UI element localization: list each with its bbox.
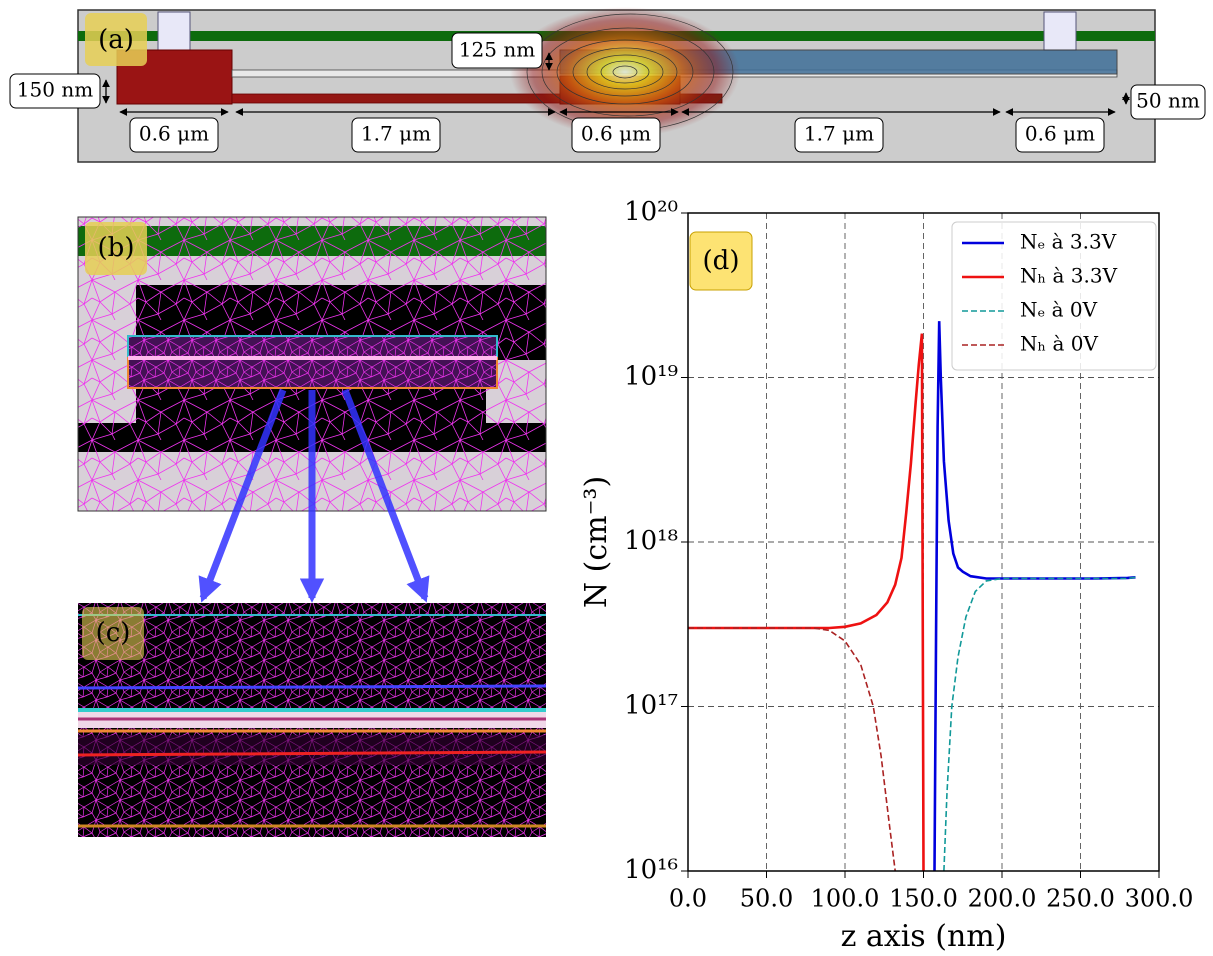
dimension-label: 0.6 μm <box>581 122 651 146</box>
plot-area <box>688 321 1136 871</box>
layer <box>78 708 546 712</box>
panel-c: (c) <box>77 603 547 837</box>
contact <box>1043 11 1077 51</box>
dimension-arrows <box>102 52 1130 116</box>
y-tick-label: 10¹⁶ <box>624 855 678 885</box>
x-axis-label: z axis (nm) <box>841 919 1007 954</box>
dimension-label: 1.7 μm <box>804 122 874 146</box>
label-boxes <box>9 32 1206 153</box>
x-tick-label: 200.0 <box>968 885 1037 913</box>
mesh <box>128 336 497 388</box>
contours <box>526 13 734 131</box>
panel-a: (a) 125 nm 150 nm 50 nm 0.6 μm 1.7 μm 0.… <box>9 7 1206 163</box>
panel-tag-box <box>85 222 147 275</box>
zoom-arrows <box>198 388 430 603</box>
dimension-label: 0.6 μm <box>1025 122 1095 146</box>
mode-field <box>510 7 740 137</box>
x-tick-label: 100.0 <box>811 885 880 913</box>
region <box>78 735 546 765</box>
series-line <box>688 333 925 871</box>
dimension-label: 150 nm <box>17 78 93 102</box>
layer <box>77 750 547 757</box>
y-tick-label: 10²⁰ <box>624 197 678 227</box>
panel-tag-box <box>689 231 753 291</box>
dimension-label: 0.6 μm <box>139 122 209 146</box>
y-axis-label: N (cm⁻³) <box>579 476 614 608</box>
series-line <box>943 576 1136 871</box>
plot-frame <box>687 212 1160 872</box>
panel-tag: (a) <box>98 25 134 55</box>
x-tick-label: 0.0 <box>669 885 707 913</box>
panel-b: (b) <box>77 216 547 512</box>
layer <box>77 684 547 690</box>
series-line <box>688 627 896 871</box>
dimension-label: 50 nm <box>1136 89 1200 113</box>
x-tick-label: 50.0 <box>740 885 793 913</box>
panel-tag: (b) <box>98 233 135 263</box>
x-tick-label: 300.0 <box>1125 885 1194 913</box>
panel-tag-box <box>85 13 147 66</box>
legend-label: Nₕ à 3.3V <box>1020 264 1118 288</box>
x-tick-label: 150.0 <box>889 885 958 913</box>
panel-tag: (d) <box>703 246 740 276</box>
y-tick-label: 10¹⁸ <box>624 526 678 556</box>
legend-box <box>951 221 1157 371</box>
y-tick-label: 10¹⁹ <box>624 362 678 392</box>
dimension-label: 1.7 μm <box>361 122 431 146</box>
y-tick-label: 10¹⁷ <box>624 691 678 721</box>
series-line <box>933 321 1136 871</box>
panel-tag-box <box>82 607 144 660</box>
legend-label: Nₑ à 0V <box>1020 298 1098 322</box>
chart: 0.0 50.0 100.0 150.0 200.0 250.0 300.0 10¹⁶ 10¹⁷… <box>579 197 1193 954</box>
x-tick-label: 250.0 <box>1046 885 1115 913</box>
dimension-label: 125 nm <box>459 38 535 62</box>
legend-label: Nₑ à 3.3V <box>1020 230 1117 254</box>
legend-label: Nₕ à 0V <box>1020 332 1099 356</box>
contact <box>157 11 191 51</box>
panel-tag: (c) <box>96 618 131 648</box>
